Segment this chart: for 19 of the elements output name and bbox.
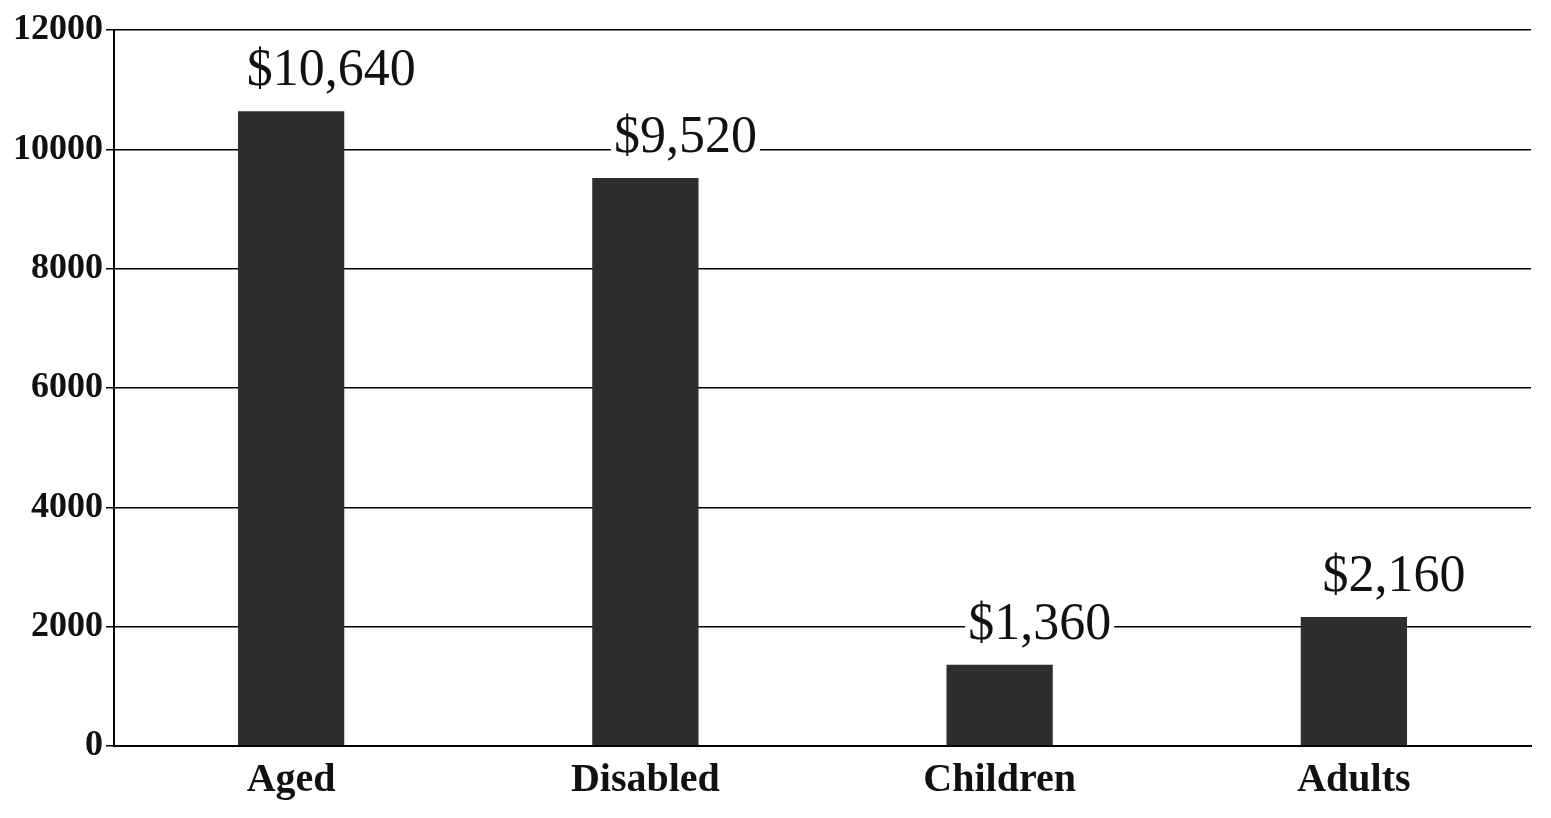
y-tick-label: 4000 (31, 484, 103, 525)
data-label: $10,640 (246, 38, 416, 96)
y-tick-label: 6000 (31, 365, 103, 406)
y-tick-label: 2000 (31, 603, 103, 644)
data-label: $1,360 (968, 592, 1112, 650)
x-tick-label: Disabled (570, 755, 720, 801)
y-tick-label: 10000 (13, 126, 103, 167)
data-label: $9,520 (613, 105, 757, 163)
x-tick-label: Aged (246, 755, 336, 801)
x-tick-label: Adults (1297, 755, 1411, 801)
y-tick-label: 12000 (13, 7, 103, 48)
y-tick-label: 8000 (31, 245, 103, 286)
y-tick-label: 0 (85, 723, 103, 764)
x-tick-label: Children (923, 755, 1076, 801)
bar (946, 664, 1053, 746)
bar (592, 177, 699, 746)
bar (1300, 617, 1408, 746)
data-label: $2,160 (1322, 544, 1466, 602)
bar (237, 111, 345, 746)
